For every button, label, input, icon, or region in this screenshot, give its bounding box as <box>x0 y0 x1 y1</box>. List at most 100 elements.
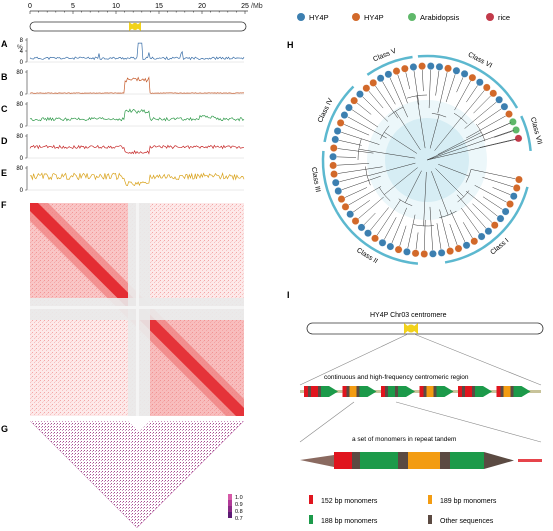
tree-leaf-node <box>341 202 350 211</box>
tree-leaf-node <box>371 234 379 243</box>
tree-leaf-node <box>364 229 372 238</box>
mb-tick-label: 15 <box>155 3 163 10</box>
tree-leaf-node <box>514 134 523 143</box>
tree-leaf-node <box>337 195 346 203</box>
tree-leaf-node <box>403 247 411 256</box>
tree-leaf-node <box>470 237 479 246</box>
panel-letter-e: E <box>1 168 7 178</box>
panel-letter-f: F <box>1 200 7 210</box>
tree-class-label: Class III <box>310 167 321 193</box>
ld-scale-0-7: 0.7 <box>235 516 243 522</box>
tree-leaf-node <box>392 67 401 75</box>
tree-leaf-node <box>384 70 393 79</box>
track-e-tick: 0 <box>20 188 24 194</box>
legend-i-189: 189 bp monomers <box>440 498 497 505</box>
track-b-tick: 80 <box>16 70 23 76</box>
legend-i-152: 152 bp monomers <box>321 498 378 505</box>
tree-leaf-node <box>462 241 471 250</box>
tree-leaf-node <box>420 250 429 258</box>
track-a-line <box>29 42 245 61</box>
legend-h-item-0: HY4P <box>309 13 329 22</box>
tree-leaf-node <box>400 64 409 73</box>
tree-leaf-node <box>345 103 353 112</box>
mb-tick-label: 0 <box>28 3 32 10</box>
tree-leaf-node <box>475 78 484 87</box>
mb-tick-label: 25 <box>241 3 249 10</box>
panel-i-title: HY4P Chr03 centromere <box>370 312 447 319</box>
legend-h-item-1: HY4P <box>364 13 384 22</box>
tree-leaf-node <box>460 69 469 78</box>
track-a-tick: 0 <box>20 60 24 66</box>
mb-axis-unit: /Mb <box>251 3 263 10</box>
tree-leaf-node <box>515 175 523 184</box>
tree-leaf-node <box>329 144 338 152</box>
legend-h-item-2: Arabidopsis <box>420 13 459 22</box>
repeat-unit <box>419 386 454 397</box>
tree-leaf-node <box>356 90 364 99</box>
tree-leaf-node <box>505 110 513 118</box>
chromosome-ideogram <box>29 21 247 32</box>
tree-leaf-node <box>501 207 510 216</box>
tree-leaf-node <box>496 214 505 223</box>
tree-leaf-node <box>468 73 477 82</box>
tree-leaf-node <box>411 249 420 258</box>
mb-tick-label: 5 <box>71 3 75 10</box>
track-d-line <box>29 144 245 155</box>
tandem-label: a set of monomers in repeat tandem <box>352 436 456 443</box>
ld-scale-0-8: 0.8 <box>235 509 243 515</box>
tree-leaf-node <box>409 63 418 71</box>
panel-letter-i: I <box>287 290 290 300</box>
ld-scale-bar: 1.0 0.9 0.8 0.7 <box>228 494 243 522</box>
tree-leaf-node <box>351 217 360 225</box>
tree-leaf-node <box>490 221 499 230</box>
tree-leaf-node <box>350 96 359 105</box>
track-b-line <box>29 76 245 94</box>
repeat-unit <box>381 386 415 397</box>
repeat-unit <box>496 386 531 397</box>
ld-scale-0-9: 0.9 <box>235 502 243 508</box>
tree-leaf-node <box>357 223 366 232</box>
tree-leaf-node <box>329 152 337 161</box>
tracks-a-to-e: 8 4 0 80 0 80 0 80 0 80 0 <box>16 38 245 194</box>
tree-leaf-node <box>512 184 521 192</box>
track-a-tick: 8 <box>20 38 24 44</box>
tree-leaf-node <box>509 192 518 201</box>
panel-letter-a: A <box>1 39 8 49</box>
tree-leaf-node <box>484 227 493 236</box>
tree-leaf-node <box>346 210 355 219</box>
track-c-tick: 0 <box>20 124 24 130</box>
track-a-unit: % <box>17 44 23 51</box>
track-c-line <box>29 108 245 122</box>
ld-scale-1-0: 1.0 <box>235 495 243 501</box>
region-label: continuous and high-frequency centromeri… <box>324 374 469 381</box>
repeat-unit <box>342 386 377 397</box>
legend-i-188: 188 bp monomers <box>321 518 378 525</box>
mb-tick-label: 20 <box>198 3 206 10</box>
mb-tick-label: 10 <box>112 3 120 10</box>
track-c-tick: 80 <box>16 102 23 108</box>
tree-leaf-node <box>500 102 509 111</box>
tree-leaf-node <box>330 170 338 178</box>
tree-leaf-node <box>394 245 403 254</box>
tree-leaf-node <box>444 64 452 73</box>
tree-leaf-node <box>329 161 338 170</box>
track-b-tick: 0 <box>20 92 24 98</box>
tree-leaf-node <box>446 247 455 256</box>
panel-letter-c: C <box>1 104 8 114</box>
panel-letter-g: G <box>1 424 8 434</box>
tree-leaf-node <box>477 232 486 241</box>
tree-leaf-node <box>454 244 463 253</box>
legend-h-item-3: rice <box>498 13 510 22</box>
tree-leaf-node <box>435 62 444 71</box>
tree-leaf-node <box>418 62 426 71</box>
tree-leaf-node <box>509 117 517 126</box>
track-a-tick: 4 <box>20 49 24 55</box>
tree-leaf-node <box>376 74 385 83</box>
track-e-line <box>29 171 245 187</box>
track-d-tick: 80 <box>16 134 23 140</box>
legend-h: HY4P HY4P Arabidopsis rice <box>297 13 510 22</box>
tree-leaf-node <box>495 95 504 104</box>
tree-leaf-node <box>437 248 446 257</box>
